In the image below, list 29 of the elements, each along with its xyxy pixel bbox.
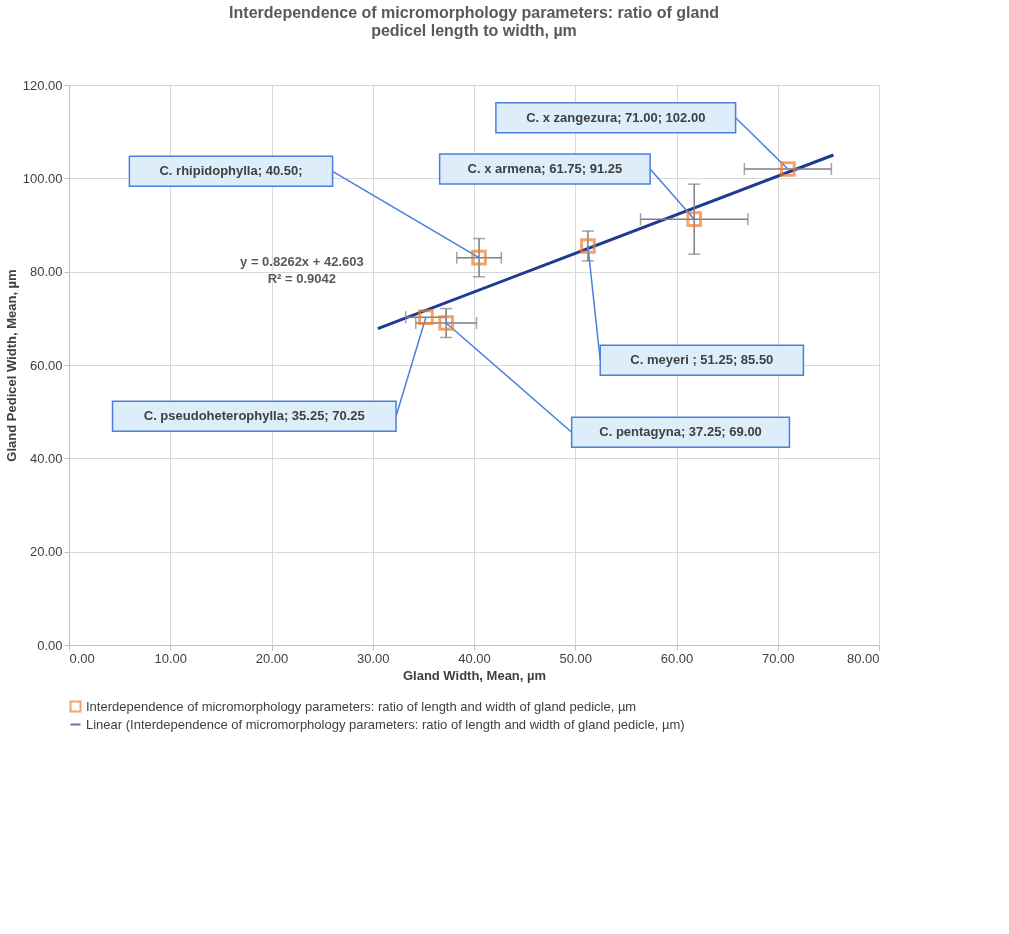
annotation: C. rhipidophylla; 40.50; (159, 163, 303, 179)
x-tick-label: 10.00 (154, 650, 188, 666)
y-tick-label: 20.00 (29, 544, 63, 560)
legend-label: Linear (Interdependence of micromorphology parameters: ratio of length and width of gland pedicle, µm) (86, 716, 685, 732)
y-tick-label: 120.00 (22, 77, 63, 93)
y-tick-label: 80.00 (29, 264, 63, 280)
annotation: C. x zangezura; 71.00; 102.00 (526, 109, 706, 125)
x-tick-label: 80.00 (846, 650, 880, 666)
y-tick-label: 40.00 (29, 450, 63, 466)
x-tick-label: 0.00 (69, 650, 95, 666)
annotation: C. meyeri ; 51.25; 85.50 (630, 352, 774, 368)
chart-title: Interdependence of micromorphology parameters: ratio of gland pedicel length to width, µm (229, 4, 719, 39)
x-tick-label: 30.00 (356, 650, 390, 666)
x-tick-label: 40.00 (458, 650, 491, 666)
x-tick-label: 50.00 (559, 650, 593, 666)
annotation: C. pseudoheterophylla; 35.25; 70.25 (143, 408, 365, 424)
y-tick-label: 100.00 (22, 170, 63, 186)
x-tick-label: 20.00 (255, 650, 289, 666)
annotation: C. x armena; 61.75; 91.25 (467, 161, 623, 176)
x-tick-label: 60.00 (660, 650, 694, 666)
x-tick-label: 70.00 (761, 650, 795, 666)
y-tick-label: 60.00 (29, 357, 63, 373)
legend-label: Interdependence of micromorphology parameters: ratio of length and width of gland pedicle, µm (86, 698, 637, 714)
annotation: y = 0.8262x + 42.603 (240, 254, 364, 270)
annotation: R² = 0.9042 (267, 271, 337, 287)
y-axis-title: Gland Pedicel Width, Mean, µm (3, 269, 19, 462)
x-axis-title: Gland Width, Mean, µm (402, 667, 547, 683)
y-tick-label: 0.00 (37, 637, 63, 653)
annotation: C. pentagyna; 37.25; 69.00 (599, 424, 762, 440)
